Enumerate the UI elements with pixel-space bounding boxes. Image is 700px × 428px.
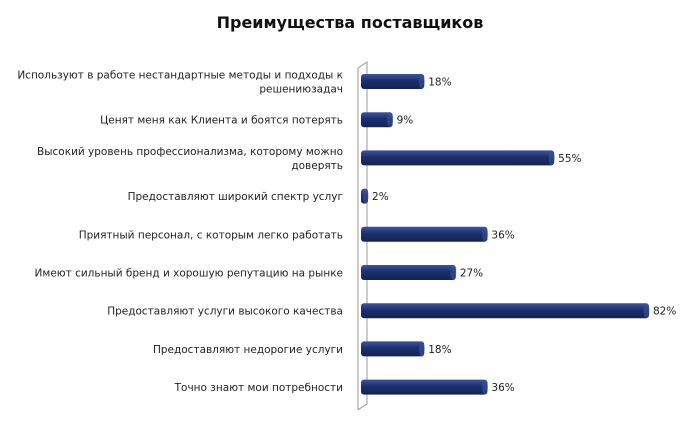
data-label: 36% (491, 382, 514, 394)
bar-cap (418, 341, 425, 357)
bar (361, 112, 393, 128)
category-label: Высокий уровень профессионализма, которо… (37, 146, 343, 158)
chart-title: Преимущества поставщиков (217, 13, 484, 32)
category-label: решениюзадач (259, 84, 343, 96)
bar-cap (450, 265, 457, 280)
category-label: доверять (291, 160, 343, 172)
data-label: 18% (428, 77, 451, 89)
bar-cap (643, 303, 650, 319)
category-label: Ценят меня как Клиента и боятся потерять (100, 115, 343, 127)
bar-cap (481, 226, 488, 242)
bar (361, 150, 555, 166)
bar (361, 265, 456, 280)
bar (361, 341, 425, 357)
bar (361, 74, 425, 89)
category-label: Предоставляют широкий спектр услуг (128, 191, 343, 203)
bar-cap (418, 74, 425, 89)
data-labels: 18% 9% 55% 2% 36% 27% 82% 18% 36% (372, 77, 676, 395)
category-label: Предоставляют недорогие услуги (153, 344, 343, 356)
bar (361, 303, 649, 319)
category-label: Предоставляют услуги высокого качества (107, 306, 343, 318)
bar (361, 379, 488, 395)
data-label: 18% (428, 344, 451, 356)
data-label: 2% (372, 191, 389, 203)
data-label: 82% (653, 306, 676, 318)
bar-cap (362, 188, 369, 204)
category-labels: Используют в работе нестандартные методы… (17, 70, 343, 395)
data-label: 55% (558, 153, 581, 165)
bar (361, 226, 488, 242)
bar-cap (387, 112, 394, 128)
data-label: 27% (460, 268, 483, 280)
data-label: 36% (491, 229, 514, 241)
category-label: Приятный персонал, с которым легко работ… (79, 229, 343, 241)
bar-cap (481, 379, 488, 395)
category-label: Имеют сильный бренд и хорошую репутацию … (35, 268, 343, 280)
data-label: 9% (397, 115, 414, 127)
category-label: Используют в работе нестандартные методы… (17, 70, 343, 82)
bars (361, 74, 650, 395)
category-label: Точно знают мои потребности (174, 382, 343, 394)
bar-cap (548, 150, 555, 166)
